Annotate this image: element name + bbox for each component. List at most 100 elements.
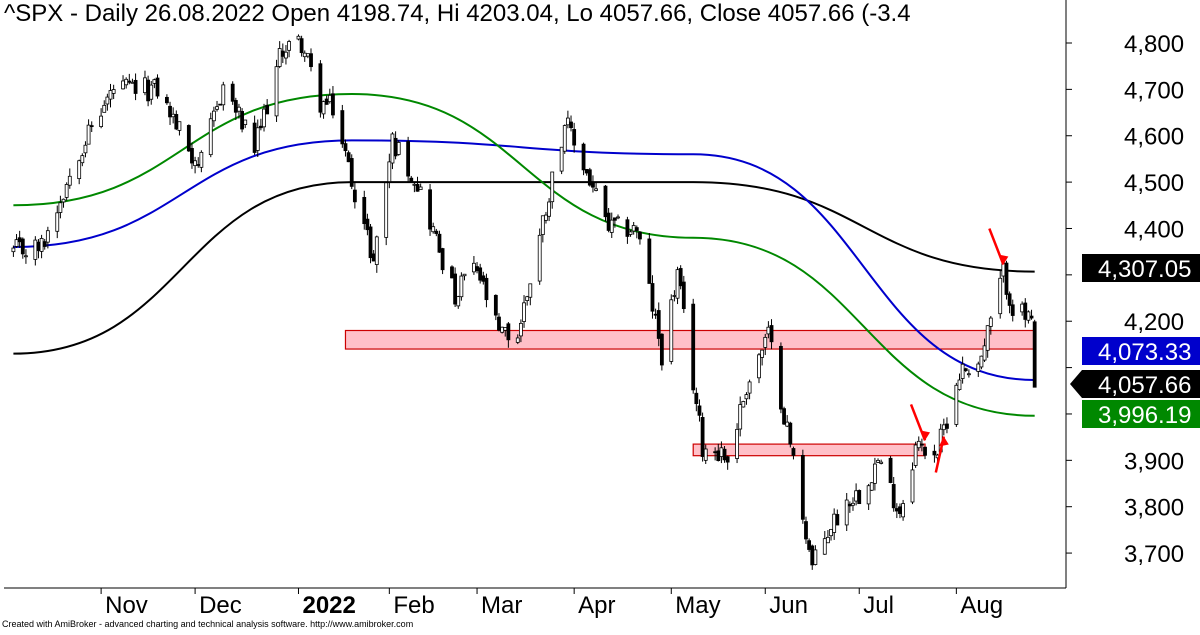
candle-body-2022-07-13 bbox=[894, 508, 899, 512]
annotation-arrowhead-2 bbox=[938, 436, 949, 447]
candle-body-2022-07-28 bbox=[941, 424, 946, 431]
candle-body-2022-01-28 bbox=[374, 236, 379, 265]
last-value-tag-bg-0 bbox=[1082, 254, 1200, 282]
candle-body-2022-03-21 bbox=[537, 234, 542, 282]
candle-body-2021-10-19 bbox=[58, 202, 63, 213]
candle-body-2022-08-02 bbox=[957, 379, 962, 390]
candle-body-2022-01-14 bbox=[331, 93, 335, 116]
candle-body-2022-02-17 bbox=[437, 233, 442, 253]
support-zone-1 bbox=[344, 329, 1036, 350]
candle-body-2022-03-23 bbox=[544, 214, 548, 221]
candle-body-2022-02-23 bbox=[456, 296, 461, 307]
candle-body-2022-01-03 bbox=[296, 35, 301, 40]
support-zones bbox=[344, 329, 1036, 457]
candle-body-2021-11-16 bbox=[146, 79, 151, 102]
candle-body-2022-02-07 bbox=[406, 141, 411, 177]
candle-body-2021-12-24 bbox=[265, 104, 270, 115]
candle-body-2022-05-06 bbox=[681, 281, 686, 310]
candle-body-2022-06-28 bbox=[847, 503, 852, 507]
candle-body-2022-01-05 bbox=[302, 52, 307, 58]
candle-body-2022-08-10 bbox=[982, 345, 987, 361]
candle-body-2022-07-06 bbox=[873, 463, 877, 484]
candle-body-2021-10-28 bbox=[86, 124, 91, 145]
candle-body-2021-10-06 bbox=[17, 237, 22, 243]
candle-body-2021-12-21 bbox=[255, 127, 260, 151]
candle-body-2022-02-03 bbox=[393, 137, 398, 157]
candle-body-2021-10-14 bbox=[42, 241, 47, 247]
candle-body-2021-10-18 bbox=[55, 212, 60, 232]
candle-body-2022-06-30 bbox=[854, 490, 859, 502]
candle-body-2021-12-22 bbox=[258, 125, 263, 129]
x-tick-label-5: Apr bbox=[578, 592, 615, 619]
candle-body-2021-12-17 bbox=[243, 119, 248, 126]
candle-body-2022-03-08 bbox=[497, 316, 501, 331]
candle-body-2022-03-15 bbox=[519, 322, 523, 337]
candle-body-2022-05-13 bbox=[703, 448, 708, 461]
candle-body-2021-11-03 bbox=[105, 96, 110, 105]
candle-body-2022-07-18 bbox=[910, 469, 915, 503]
candle-body-2022-05-23 bbox=[735, 428, 739, 459]
candle-body-2022-06-01 bbox=[763, 336, 768, 348]
candle-body-2022-02-09 bbox=[412, 183, 417, 186]
candle-body-2022-03-04 bbox=[484, 277, 489, 301]
candle-body-2021-12-16 bbox=[240, 111, 244, 130]
candle-body-2022-08-16 bbox=[1001, 262, 1006, 277]
candle-body-2022-02-02 bbox=[390, 133, 395, 164]
candle-body-2022-05-04 bbox=[675, 269, 680, 299]
candle-body-2022-03-11 bbox=[506, 323, 511, 341]
candle-body-2021-10-07 bbox=[20, 238, 25, 255]
last-value-tag-bg-1 bbox=[1082, 337, 1200, 365]
y-axis-ticks: 3,700 3,800 3,900 4,200 4,400 4,500 4,600 4,700… bbox=[1066, 31, 1184, 568]
candle-body-2022-04-01 bbox=[572, 129, 577, 146]
x-tick-label-0: Nov bbox=[105, 592, 148, 619]
x-tick-label-3: Feb bbox=[393, 592, 434, 619]
candle-body-2022-06-09 bbox=[788, 422, 793, 445]
candle-body-2021-10-22 bbox=[67, 175, 72, 186]
candle-body-2022-08-26 bbox=[1032, 321, 1037, 388]
candle-body-2021-11-05 bbox=[111, 89, 116, 94]
candle-body-2022-06-14 bbox=[804, 521, 808, 540]
candle-body-2021-11-25 bbox=[174, 114, 179, 130]
candle-body-2021-12-29 bbox=[280, 50, 285, 57]
x-tick-label-1: Dec bbox=[199, 592, 242, 619]
last-value-tag-label-3: 3,996.19 bbox=[1098, 402, 1191, 429]
candle-body-2021-12-20 bbox=[252, 122, 257, 153]
candle-body-2022-02-25 bbox=[462, 273, 467, 277]
candle-body-2022-03-02 bbox=[478, 267, 483, 281]
candle-body-2022-06-21 bbox=[826, 536, 830, 544]
x-tick-label-4: Mar bbox=[481, 592, 522, 619]
candle-body-2022-04-12 bbox=[606, 212, 611, 231]
candle-body-2021-12-23 bbox=[262, 108, 266, 128]
candle-body-2022-08-22 bbox=[1020, 303, 1025, 313]
candle-body-2021-11-22 bbox=[165, 96, 169, 104]
last-value-tag-label-1: 4,073.33 bbox=[1098, 339, 1191, 366]
candle-body-2022-01-04 bbox=[299, 38, 304, 54]
candle-body-2022-02-01 bbox=[387, 161, 392, 182]
credit-text: Created with AmiBroker - advanced charti… bbox=[2, 619, 414, 629]
candle-body-2022-02-15 bbox=[431, 226, 436, 233]
candle-body-2022-01-13 bbox=[327, 94, 332, 103]
candle-body-2022-01-19 bbox=[346, 152, 351, 163]
candle-body-2021-12-01 bbox=[193, 160, 197, 167]
candle-body-2022-06-24 bbox=[835, 514, 840, 526]
candle-body-2022-04-05 bbox=[584, 168, 589, 174]
candle-body-2022-04-27 bbox=[653, 313, 658, 316]
candles bbox=[11, 34, 1037, 570]
candle-body-2022-02-21 bbox=[450, 266, 454, 279]
candle-body-2021-10-12 bbox=[36, 241, 41, 252]
candle-body-2022-05-03 bbox=[672, 295, 677, 297]
candle-body-2022-08-01 bbox=[954, 384, 959, 425]
candle-body-2022-06-06 bbox=[779, 345, 783, 410]
y-tick-label-4400: 4,400 bbox=[1124, 216, 1184, 243]
candle-body-2022-06-02 bbox=[766, 326, 771, 335]
x-tick-label-6: May bbox=[675, 592, 720, 619]
candle-body-2022-07-12 bbox=[891, 484, 896, 509]
candle-body-2022-01-11 bbox=[321, 101, 326, 115]
candle-body-2022-02-24 bbox=[459, 275, 464, 298]
candle-body-2022-06-03 bbox=[769, 325, 774, 343]
candle-body-2021-11-02 bbox=[102, 104, 107, 113]
candle-body-2022-01-24 bbox=[362, 196, 367, 225]
candle-body-2022-06-08 bbox=[785, 421, 790, 427]
candle-body-2022-04-08 bbox=[594, 188, 598, 191]
